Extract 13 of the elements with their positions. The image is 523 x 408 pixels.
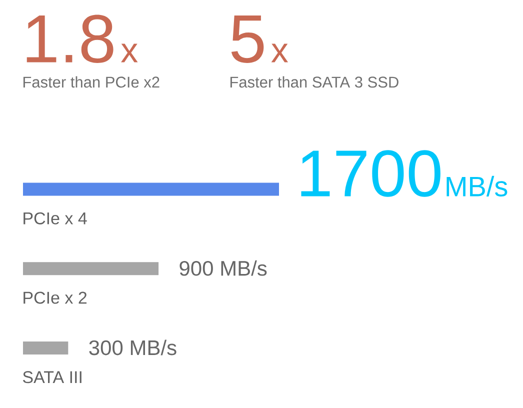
text: Faster than PCIe x2 bbox=[23, 76, 160, 88]
text: Faster than SATA 3 SSD bbox=[230, 76, 398, 88]
data-label: 300 MB/s bbox=[89, 340, 176, 356]
data-label: 1700 bbox=[301, 150, 440, 197]
text: 1.8 bbox=[26, 14, 114, 63]
y-tick-label: PCIe x 4 bbox=[24, 212, 87, 224]
text: MB/s bbox=[446, 176, 508, 196]
y-tick-label: SATA III bbox=[22, 371, 82, 384]
y-tick-label: PCIe x 2 bbox=[24, 292, 87, 304]
data-label: 900 MB/s bbox=[180, 260, 267, 276]
text: 5 bbox=[231, 16, 264, 63]
text: x bbox=[121, 44, 138, 62]
text: x bbox=[271, 44, 288, 62]
